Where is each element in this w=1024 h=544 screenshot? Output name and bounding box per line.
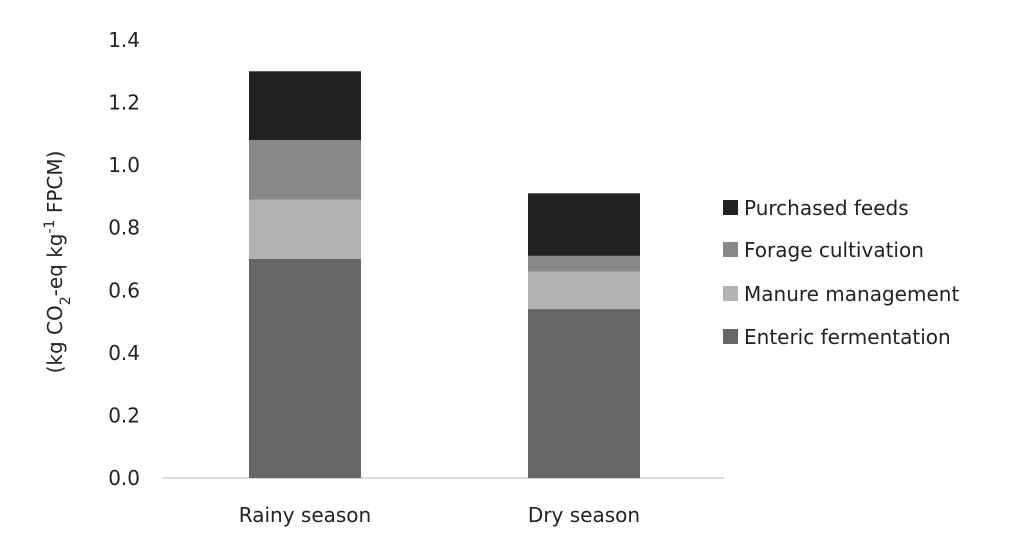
legend-swatch: [723, 200, 738, 215]
legend: Purchased feeds Forage cultivation Manure …: [723, 196, 959, 349]
x-category-label: Rainy season: [239, 503, 371, 527]
bar-segment-purchased-feeds: [249, 71, 361, 141]
y-tick-label: 0.4: [108, 341, 140, 365]
x-axis-categories: Rainy season Dry season: [239, 503, 640, 527]
x-category-label: Dry season: [528, 503, 640, 527]
y-tick-label: 1.4: [108, 28, 140, 52]
y-tick-label: 0.0: [108, 466, 140, 490]
bar-stack-group: [249, 71, 640, 478]
bar-segment-enteric-fermentation: [249, 259, 361, 478]
bar-segment-manure-management: [528, 271, 640, 310]
legend-swatch: [723, 329, 738, 344]
y-tick-label: 0.8: [108, 216, 140, 240]
legend-swatch: [723, 286, 738, 301]
y-tick-label: 0.6: [108, 278, 140, 302]
bar-segment-manure-management: [249, 199, 361, 259]
y-axis-label: (kg CO2-eq kg-1 FPCM): [42, 151, 74, 374]
y-tick-label: 0.2: [108, 403, 140, 427]
bar-segment-forage-cultivation: [528, 255, 640, 272]
bar-segment-forage-cultivation: [249, 140, 361, 200]
bar-segment-enteric-fermentation: [528, 309, 640, 478]
y-axis-ticks: 0.0 0.2 0.4 0.6 0.8 1.0 1.2 1.4: [108, 28, 140, 490]
legend-swatch: [723, 242, 738, 257]
legend-label: Manure management: [744, 282, 959, 306]
legend-label: Enteric fermentation: [744, 325, 951, 349]
y-tick-label: 1.2: [108, 91, 140, 115]
legend-label: Purchased feeds: [744, 196, 909, 220]
legend-label: Forage cultivation: [744, 238, 924, 262]
y-tick-label: 1.0: [108, 153, 140, 177]
bar-segment-purchased-feeds: [528, 193, 640, 256]
